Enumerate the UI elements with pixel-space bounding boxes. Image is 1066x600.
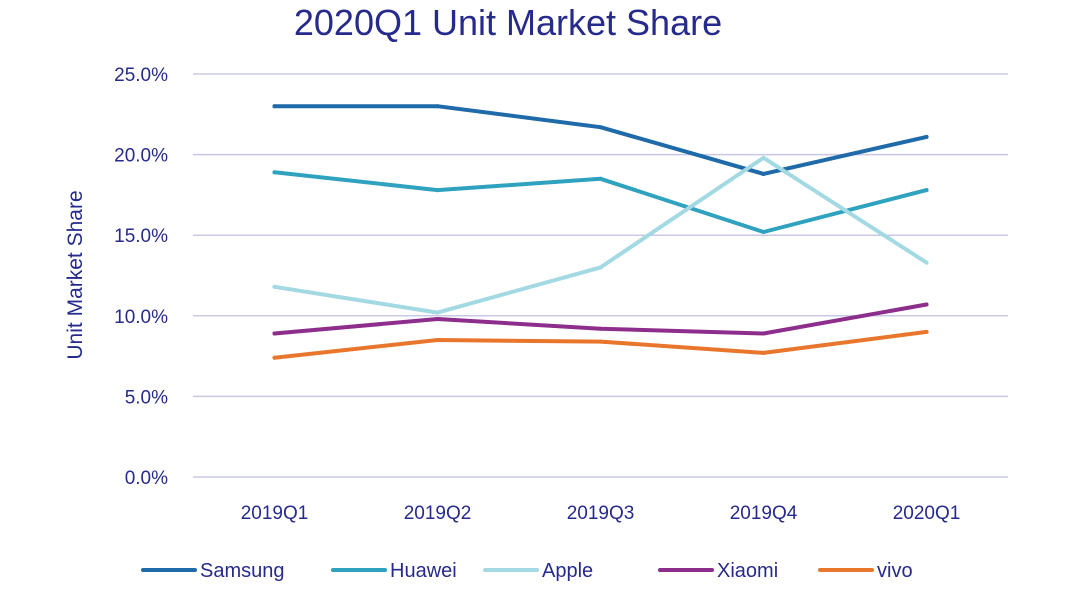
x-tick-label: 2019Q3 [567, 503, 635, 524]
data-point-huawei [924, 188, 929, 193]
data-point-xiaomi [761, 331, 766, 336]
data-point-apple [272, 284, 277, 289]
y-tick-label: 25.0% [114, 65, 168, 86]
legend-item-vivo: vivo [818, 560, 913, 582]
data-point-xiaomi [272, 331, 277, 336]
data-point-huawei [272, 170, 277, 175]
data-point-apple [435, 310, 440, 315]
data-point-apple [924, 260, 929, 265]
legend-item-huawei: Huawei [331, 560, 457, 582]
data-point-samsung [435, 104, 440, 109]
data-point-samsung [598, 125, 603, 130]
legend-label: Samsung [200, 560, 285, 582]
data-point-xiaomi [435, 317, 440, 322]
x-tick-label: 2019Q1 [241, 503, 309, 524]
data-point-samsung [761, 171, 766, 176]
legend-item-apple: Apple [483, 560, 593, 582]
y-tick-label: 5.0% [125, 387, 168, 408]
y-tick-label: 15.0% [114, 226, 168, 247]
data-point-vivo [761, 350, 766, 355]
x-tick-label: 2019Q4 [730, 503, 798, 524]
series-line-samsung [272, 104, 929, 176]
legend-item-xiaomi: Xiaomi [658, 560, 778, 582]
data-point-vivo [924, 329, 929, 334]
data-point-huawei [435, 188, 440, 193]
data-point-vivo [272, 355, 277, 360]
series-line-huawei [272, 170, 929, 234]
data-point-samsung [924, 134, 929, 139]
legend-label: vivo [877, 560, 913, 582]
data-point-xiaomi [924, 302, 929, 307]
legend-label: Apple [542, 560, 593, 582]
data-point-huawei [598, 176, 603, 181]
data-point-vivo [435, 337, 440, 342]
y-tick-label: 0.0% [125, 468, 168, 489]
chart-title: 2020Q1 Unit Market Share [293, 2, 723, 43]
y-tick-label: 20.0% [114, 146, 168, 167]
legend-label: Huawei [390, 560, 457, 582]
y-tick-label: 10.0% [114, 307, 168, 328]
data-point-apple [598, 265, 603, 270]
y-axis-label: Unit Market Share [64, 190, 87, 359]
data-point-vivo [598, 339, 603, 344]
series-line-vivo [272, 329, 929, 360]
x-tick-label: 2019Q2 [404, 503, 472, 524]
legend-label: Xiaomi [717, 560, 778, 582]
data-point-samsung [272, 104, 277, 109]
x-tick-label: 2020Q1 [893, 503, 961, 524]
data-point-xiaomi [598, 326, 603, 331]
data-point-apple [761, 155, 766, 160]
data-point-huawei [761, 229, 766, 234]
legend-item-samsung: Samsung [141, 560, 285, 582]
